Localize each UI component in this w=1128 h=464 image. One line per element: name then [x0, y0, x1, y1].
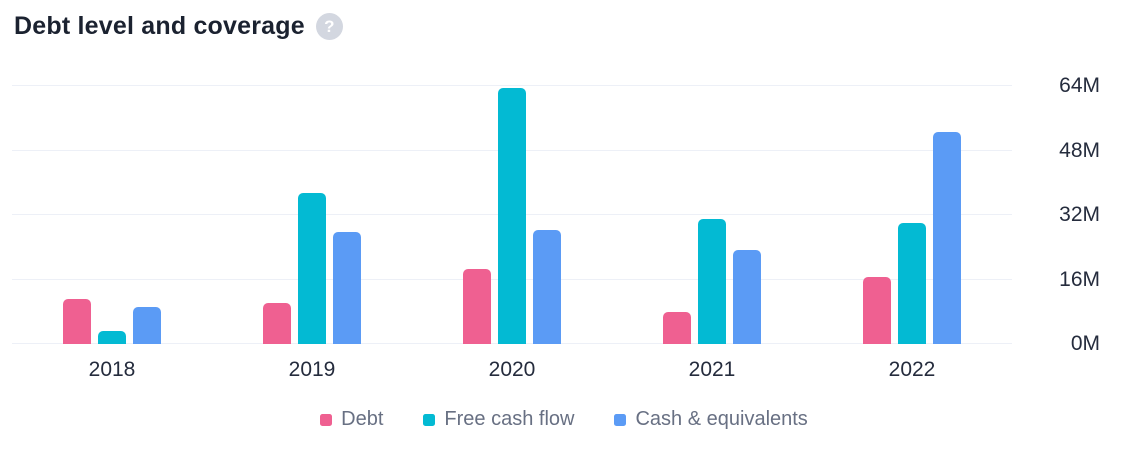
x-axis-labels: 2018 2019 2020 2021 2022: [12, 358, 1012, 382]
y-axis-labels: 0M 16M 32M 48M 64M: [1022, 0, 1114, 464]
help-icon[interactable]: ?: [315, 13, 343, 40]
bar-free-cash-flow-2021[interactable]: [698, 219, 726, 344]
bar-cash-equivalents-2019[interactable]: [333, 231, 361, 344]
legend-item-debt[interactable]: Debt: [320, 408, 383, 431]
gridline-64M: [12, 85, 1012, 86]
y-tick-16M: 16M: [1059, 267, 1100, 291]
bar-groups: [12, 86, 1012, 344]
x-tick-2018: 2018: [88, 358, 136, 381]
legend-swatch-icon: [614, 413, 627, 426]
page-title: Debt level and coverage: [14, 12, 305, 40]
bar-group-2022: [812, 86, 1012, 344]
y-tick-64M: 64M: [1059, 74, 1100, 97]
bar-group-2021: [612, 86, 812, 344]
y-tick-48M: 48M: [1059, 138, 1100, 162]
legend-label: Cash & equivalents: [635, 408, 808, 430]
x-tick-2019: 2019: [288, 358, 336, 381]
legend-swatch-icon: [423, 413, 436, 426]
bar-cash-equivalents-2022[interactable]: [933, 131, 961, 344]
bar-free-cash-flow-2022[interactable]: [898, 222, 926, 344]
x-tick-2020: 2020: [488, 358, 536, 381]
bar-group-2020: [412, 86, 612, 344]
bar-debt-2022[interactable]: [863, 276, 891, 344]
y-tick-32M: 32M: [1059, 203, 1100, 226]
legend-swatch-icon: [320, 413, 333, 426]
chart-legend: Debt Free cash flow Cash & equivalents: [0, 408, 1128, 431]
chart-header: Debt level and coverage ?: [14, 12, 343, 41]
bar-free-cash-flow-2019[interactable]: [298, 193, 326, 344]
x-tick-2021: 2021: [688, 358, 736, 381]
plot-area: [12, 85, 1012, 344]
x-tick-2022: 2022: [888, 358, 936, 381]
bar-cash-equivalents-2020[interactable]: [533, 229, 561, 344]
bar-free-cash-flow-2018[interactable]: [98, 330, 126, 344]
legend-item-free-cash-flow[interactable]: Free cash flow: [423, 408, 574, 431]
legend-item-cash-equivalents[interactable]: Cash & equivalents: [614, 408, 808, 431]
bar-group-2019: [212, 86, 412, 344]
y-tick-0M: 0M: [1070, 332, 1100, 355]
bar-cash-equivalents-2018[interactable]: [133, 307, 161, 344]
bar-debt-2019[interactable]: [263, 302, 291, 344]
bar-free-cash-flow-2020[interactable]: [498, 88, 526, 344]
bar-debt-2018[interactable]: [63, 299, 91, 344]
bar-debt-2021[interactable]: [663, 312, 691, 344]
bar-cash-equivalents-2021[interactable]: [733, 250, 761, 344]
bar-debt-2020[interactable]: [463, 269, 491, 344]
legend-label: Free cash flow: [444, 408, 575, 430]
bar-group-2018: [12, 86, 212, 344]
legend-label: Debt: [341, 408, 384, 430]
